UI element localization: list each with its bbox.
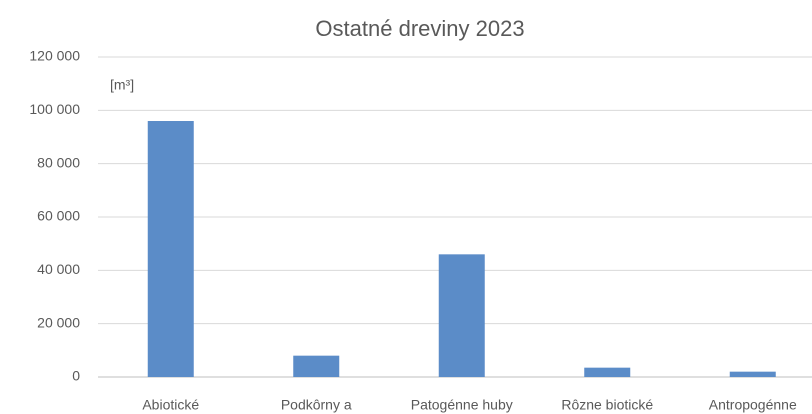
x-tick-label: Abiotické	[142, 397, 199, 413]
bar	[293, 355, 340, 377]
y-tick-label: 60 000	[37, 208, 80, 224]
x-tick-label: Patogénne huby	[411, 397, 513, 413]
chart-title: Ostatné dreviny 2023	[315, 16, 524, 41]
unit-label: [m³]	[110, 77, 134, 93]
x-tick-label: Antropogénne	[709, 397, 797, 413]
bar	[438, 254, 485, 377]
y-tick-label: 120 000	[29, 48, 80, 64]
bar	[584, 367, 631, 377]
y-tick-label: 0	[72, 368, 80, 384]
y-tick-label: 100 000	[29, 101, 80, 117]
bar	[147, 121, 194, 377]
y-tick-label: 40 000	[37, 261, 80, 277]
x-tick-label: Rôzne biotické	[561, 397, 653, 413]
y-tick-label: 80 000	[37, 154, 80, 170]
y-tick-label: 20 000	[37, 314, 80, 330]
x-tick-label: Podkôrny a	[281, 397, 352, 413]
bar	[729, 371, 776, 377]
